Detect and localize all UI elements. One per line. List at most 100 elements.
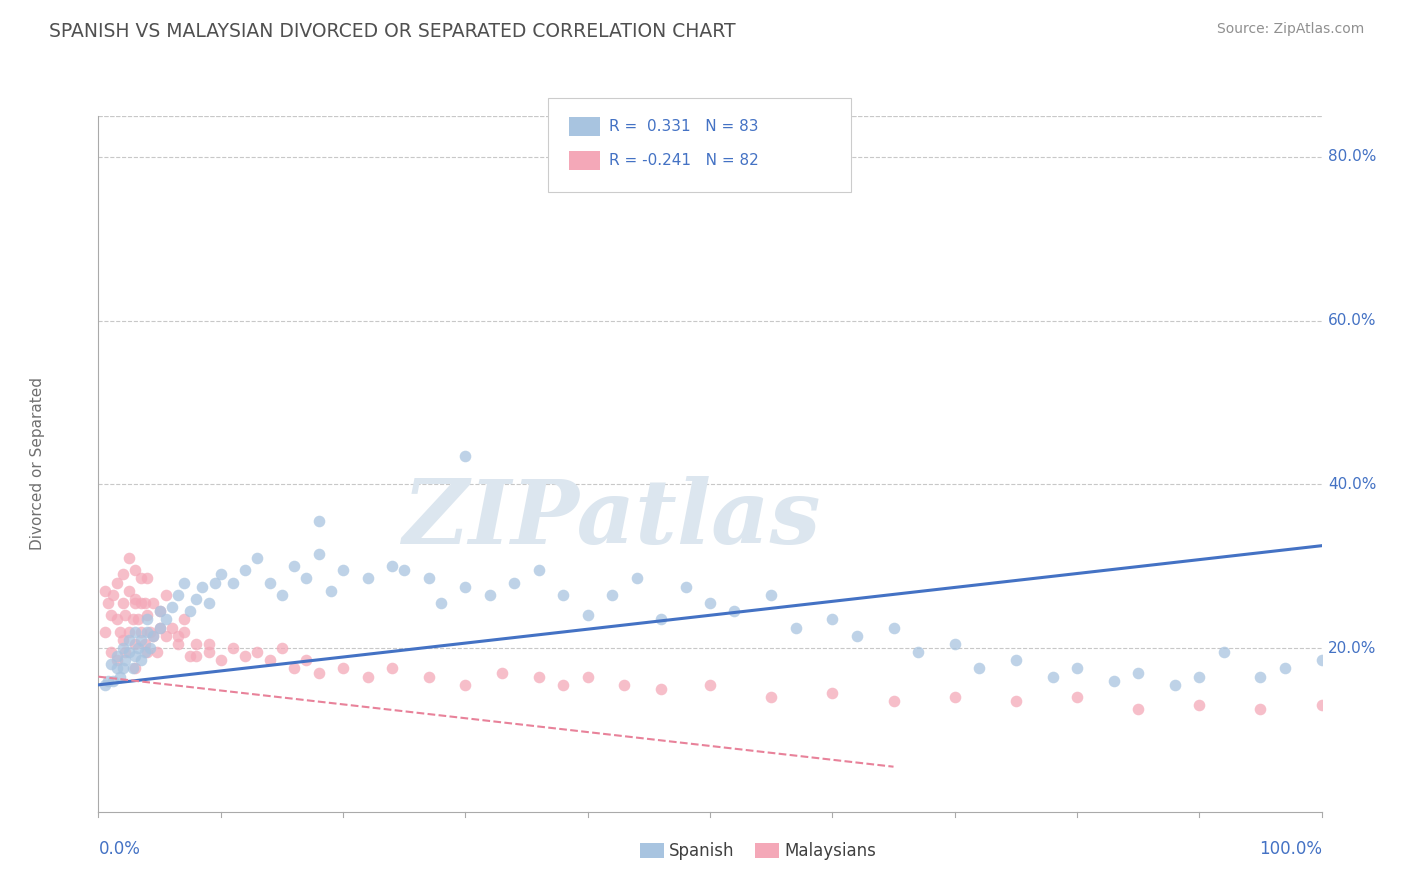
- Point: [1164, 678, 1187, 692]
- Point: [110, 670, 132, 684]
- Point: [121, 661, 143, 675]
- Point: [134, 596, 156, 610]
- Point: [246, 551, 269, 566]
- Point: [845, 629, 868, 643]
- Point: [259, 653, 281, 667]
- Point: [146, 645, 169, 659]
- Point: [246, 645, 269, 659]
- Text: Divorced or Separated: Divorced or Separated: [30, 377, 45, 550]
- Text: 100.0%: 100.0%: [1258, 839, 1322, 857]
- Point: [124, 563, 146, 577]
- Point: [1188, 670, 1211, 684]
- Point: [943, 690, 966, 705]
- Point: [105, 612, 128, 626]
- Point: [124, 591, 146, 606]
- Point: [356, 670, 378, 684]
- Point: [319, 583, 342, 598]
- Point: [100, 657, 122, 672]
- Point: [139, 624, 162, 639]
- Point: [101, 588, 124, 602]
- Point: [907, 645, 929, 659]
- Point: [527, 670, 550, 684]
- Point: [186, 649, 208, 664]
- Point: [111, 596, 134, 610]
- Point: [93, 678, 115, 692]
- Point: [1310, 653, 1333, 667]
- Point: [129, 624, 152, 639]
- Point: [142, 629, 165, 643]
- Point: [503, 575, 526, 590]
- Point: [136, 624, 159, 639]
- Point: [295, 653, 318, 667]
- Text: 40.0%: 40.0%: [1327, 477, 1376, 491]
- Point: [650, 681, 672, 696]
- Point: [100, 645, 122, 659]
- Text: R =  0.331   N = 83: R = 0.331 N = 83: [609, 120, 758, 134]
- Point: [142, 629, 165, 643]
- Point: [139, 640, 162, 655]
- Point: [111, 567, 134, 582]
- Text: Source: ZipAtlas.com: Source: ZipAtlas.com: [1216, 22, 1364, 37]
- Point: [129, 632, 152, 647]
- Point: [111, 661, 134, 675]
- Text: Malaysians: Malaysians: [785, 841, 876, 860]
- Point: [136, 612, 159, 626]
- Point: [127, 640, 149, 655]
- Point: [136, 645, 159, 659]
- Point: [155, 629, 177, 643]
- Point: [93, 583, 115, 598]
- Point: [233, 649, 256, 664]
- Point: [197, 637, 219, 651]
- Point: [124, 596, 146, 610]
- Text: R = -0.241   N = 82: R = -0.241 N = 82: [609, 153, 759, 168]
- Point: [967, 661, 990, 675]
- Point: [114, 653, 136, 667]
- Point: [600, 588, 623, 602]
- Point: [553, 678, 575, 692]
- Point: [105, 653, 128, 667]
- Point: [149, 621, 172, 635]
- Point: [124, 649, 146, 664]
- Point: [124, 637, 146, 651]
- Point: [222, 640, 245, 655]
- Point: [93, 624, 115, 639]
- Point: [332, 661, 354, 675]
- Point: [283, 559, 305, 574]
- Point: [110, 624, 132, 639]
- Point: [454, 580, 477, 594]
- Point: [1188, 698, 1211, 713]
- Point: [155, 588, 177, 602]
- Point: [308, 514, 330, 528]
- Point: [160, 600, 183, 615]
- Point: [478, 588, 501, 602]
- Point: [105, 649, 128, 664]
- Point: [626, 571, 648, 585]
- Point: [114, 645, 136, 659]
- Point: [136, 608, 159, 623]
- Text: Spanish: Spanish: [669, 841, 735, 860]
- Text: 60.0%: 60.0%: [1327, 313, 1376, 328]
- Point: [1004, 653, 1026, 667]
- Point: [167, 629, 190, 643]
- Point: [650, 612, 672, 626]
- Point: [209, 653, 232, 667]
- Point: [173, 575, 195, 590]
- Point: [105, 661, 128, 675]
- Point: [129, 653, 152, 667]
- Point: [418, 670, 440, 684]
- Point: [179, 604, 201, 618]
- Point: [142, 596, 165, 610]
- Point: [1066, 690, 1088, 705]
- Point: [160, 621, 183, 635]
- Point: [134, 637, 156, 651]
- Point: [121, 612, 143, 626]
- Point: [675, 580, 697, 594]
- Point: [270, 640, 294, 655]
- Point: [418, 571, 440, 585]
- Point: [197, 596, 219, 610]
- Text: ZIPatlas: ZIPatlas: [404, 476, 821, 563]
- Point: [430, 596, 453, 610]
- Point: [101, 673, 124, 688]
- Point: [149, 621, 172, 635]
- Point: [209, 567, 232, 582]
